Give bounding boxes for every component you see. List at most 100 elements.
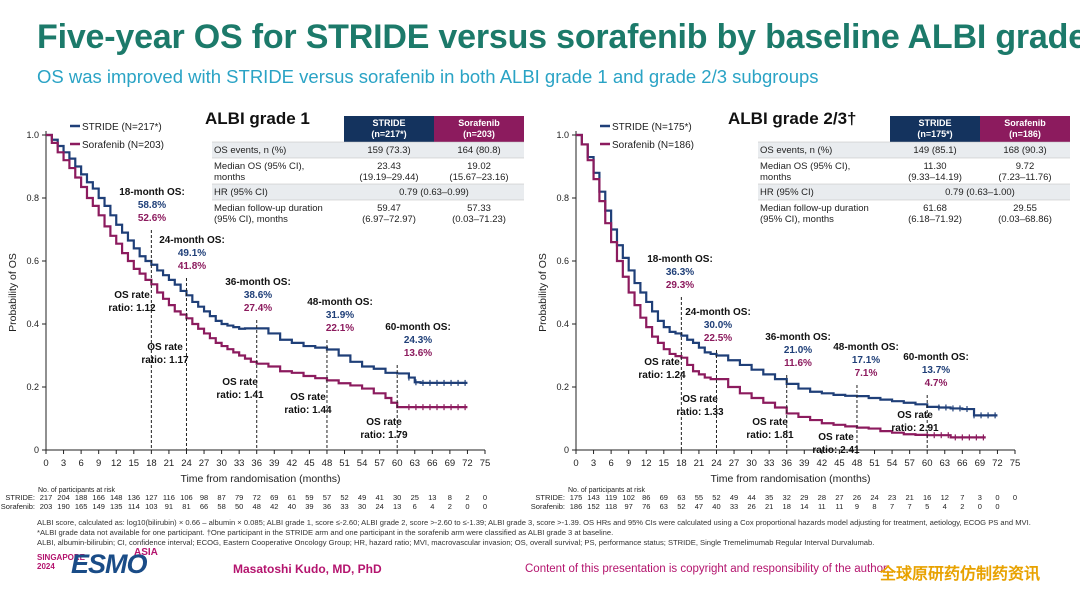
risk-value: 57 (323, 493, 331, 502)
risk-value: 204 (57, 493, 70, 502)
y-axis-label: Probability of OS (537, 253, 549, 332)
os-rate-ratio: ratio: 1.41 (216, 390, 264, 401)
risk-value: 102 (622, 493, 635, 502)
risk-arm-label: STRIDE: (5, 493, 35, 502)
x-tick-label: 24 (181, 458, 192, 469)
table-row-label: Median follow-up duration (214, 203, 323, 214)
risk-value: 118 (605, 502, 617, 511)
x-tick-label: 30 (216, 458, 227, 469)
x-tick-label: 6 (78, 458, 83, 469)
y-tick-label: 1.0 (556, 130, 569, 140)
risk-value: 6 (413, 502, 417, 511)
risk-value: 106 (180, 493, 193, 502)
copyright-notice: Content of this presentation is copyrigh… (525, 563, 890, 575)
y-tick-label: 0.4 (26, 319, 39, 329)
risk-value: 40 (288, 502, 296, 511)
km-line-sorafenib (46, 133, 468, 409)
risk-value: 97 (625, 502, 633, 511)
risk-value: 24 (870, 493, 878, 502)
risk-value: 52 (340, 493, 348, 502)
x-tick-label: 54 (887, 458, 898, 469)
x-tick-label: 69 (445, 458, 456, 469)
landmark-label: 36-month OS: (765, 332, 831, 343)
table-cell: (19.19–29.44) (359, 172, 418, 183)
x-tick-label: 63 (409, 458, 420, 469)
x-tick-label: 36 (251, 458, 262, 469)
table-cell: (0.03–68.86) (998, 214, 1052, 225)
table-header-label: (n=186) (1009, 129, 1041, 139)
risk-value: 49 (358, 493, 366, 502)
risk-value: 166 (92, 493, 105, 502)
risk-value: 23 (888, 493, 896, 502)
risk-value: 40 (712, 502, 720, 511)
x-tick-label: 18 (146, 458, 157, 469)
risk-value: 13 (428, 493, 436, 502)
table-cell: 0.79 (0.63–1.00) (945, 187, 1015, 198)
table-row-label: HR (95% CI) (760, 187, 814, 198)
risk-value: 7 (890, 502, 894, 511)
os-rate-ratio: ratio: 1.12 (108, 303, 156, 314)
landmark-sorafenib-value: 27.4% (244, 303, 272, 314)
risk-value: 135 (110, 502, 123, 511)
os-rate-ratio: OS rate (114, 290, 150, 301)
landmark-sorafenib-value: 22.1% (326, 323, 354, 334)
panel-title: ALBI grade 1 (205, 109, 310, 128)
risk-value: 4 (943, 502, 947, 511)
risk-value: 28 (818, 493, 826, 502)
x-tick-label: 60 (922, 458, 933, 469)
table-row-label: (95% CI), months (760, 214, 834, 225)
risk-value: 76 (642, 502, 650, 511)
risk-value: 21 (765, 502, 773, 511)
risk-value: 16 (923, 493, 931, 502)
os-rate-ratio: OS rate (682, 394, 718, 405)
table-header-sorafenib (980, 116, 1070, 142)
table-header-label: (n=203) (463, 129, 495, 139)
table-cell: 29.55 (1013, 203, 1037, 214)
risk-value: 49 (730, 493, 738, 502)
x-tick-label: 12 (111, 458, 122, 469)
risk-value: 27 (835, 493, 843, 502)
risk-value: 190 (57, 502, 70, 511)
table-header-stride (890, 116, 980, 142)
landmark-sorafenib-value: 13.6% (404, 348, 432, 359)
esmo-asia-logo: SINGAPORE 2024 ESMO ASIA (37, 547, 158, 583)
x-tick-label: 15 (129, 458, 140, 469)
table-cell: 164 (80.8) (457, 145, 500, 156)
author-name: Masatoshi Kudo, MD, PhD (233, 562, 382, 576)
table-cell: (15.67–23.16) (449, 172, 508, 183)
table-cell: 61.68 (923, 203, 947, 214)
risk-value: 8 (448, 493, 452, 502)
risk-value: 12 (941, 493, 949, 502)
table-cell: 59.47 (377, 203, 401, 214)
slide-subtitle: OS was improved with STRIDE versus soraf… (37, 66, 819, 87)
risk-header: No. of participants at risk (38, 487, 116, 494)
landmark-sorafenib-value: 41.8% (178, 261, 206, 272)
risk-value: 7 (960, 493, 964, 502)
landmark-sorafenib-value: 4.7% (925, 378, 948, 389)
table-cell: 57.33 (467, 203, 491, 214)
landmark-stride-value: 13.7% (922, 365, 950, 376)
legend-label: Sorafenib (N=203) (82, 140, 164, 151)
risk-value: 0 (465, 502, 469, 511)
risk-value: 9 (855, 502, 859, 511)
table-header-label: Sorafenib (458, 118, 500, 128)
risk-value: 30 (393, 493, 401, 502)
x-tick-label: 45 (834, 458, 845, 469)
landmark-sorafenib-value: 11.6% (784, 358, 812, 369)
risk-value: 98 (200, 493, 208, 502)
x-tick-label: 36 (781, 458, 792, 469)
risk-value: 58 (217, 502, 225, 511)
os-rate-ratio: ratio: 1.33 (676, 407, 724, 418)
risk-header: No. of participants at risk (568, 487, 646, 494)
risk-value: 52 (712, 493, 720, 502)
os-rate-ratio: ratio: 1.81 (746, 430, 794, 441)
landmark-label: 36-month OS: (225, 277, 291, 288)
x-tick-label: 39 (799, 458, 810, 469)
x-tick-label: 42 (817, 458, 828, 469)
os-rate-ratio: OS rate (366, 417, 402, 428)
risk-arm-label: STRIDE: (535, 493, 565, 502)
risk-value: 47 (695, 502, 703, 511)
risk-value: 79 (235, 493, 243, 502)
km-panel-2: 00.20.40.60.81.00 3 6 9 12 15 18 21 24 27 30 33 36 39… (531, 109, 1070, 511)
table-row-label: Median OS (95% CI), (760, 161, 850, 172)
